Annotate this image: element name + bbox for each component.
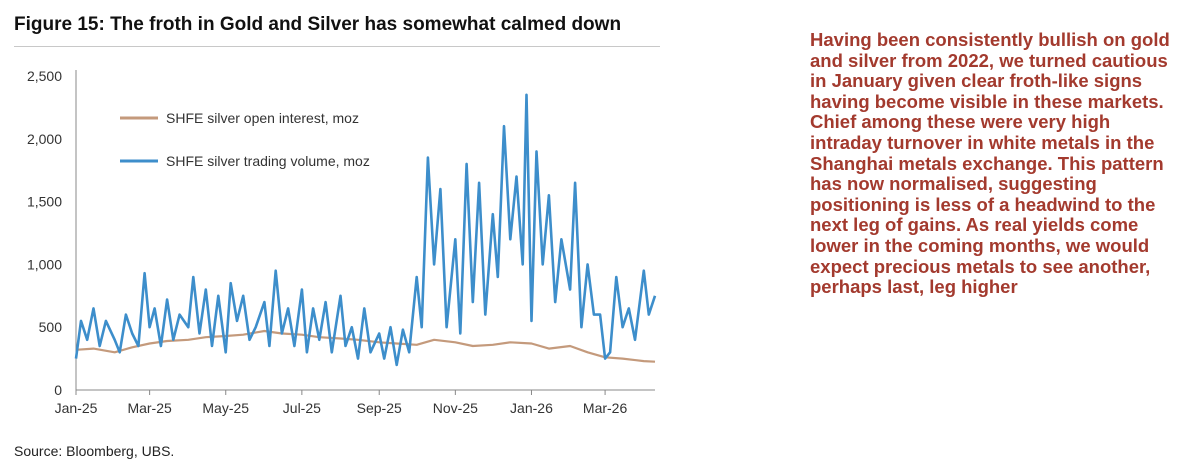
x-tick-label: Jan-25	[55, 400, 98, 416]
x-tick-label: May-25	[202, 400, 249, 416]
chart-legend: SHFE silver open interest, moz SHFE silve…	[120, 110, 370, 169]
series-layer	[74, 93, 657, 367]
x-tick-label: Jul-25	[283, 400, 321, 416]
legend-item-open-interest-label: SHFE silver open interest, moz	[166, 110, 359, 126]
x-tick-label: Jan-26	[510, 400, 553, 416]
series-line-trading-volume	[74, 93, 657, 367]
line-chart: 0 500 1,000 1,500 2,000 2,500 Jan-25 Mar-25 May…	[27, 68, 657, 416]
commentary-text: Having been consistently bullish on gold…	[810, 29, 1170, 298]
x-tick-label: Mar-25	[127, 400, 172, 416]
y-axis: 0 500 1,000 1,500 2,000 2,500	[27, 68, 77, 398]
source-note: Source: Bloomberg, UBS.	[14, 443, 175, 459]
y-tick-label: 1,500	[27, 194, 62, 210]
legend-item-trading-volume-label: SHFE silver trading volume, moz	[166, 153, 370, 169]
y-tick-label: 1,000	[27, 256, 62, 272]
y-tick-label: 500	[39, 319, 63, 335]
x-tick-label: Nov-25	[433, 400, 478, 416]
x-tick-label: Sep-25	[357, 400, 402, 416]
x-tick-label: Mar-26	[583, 400, 628, 416]
y-tick-label: 2,500	[27, 68, 62, 84]
y-tick-label: 0	[54, 382, 62, 398]
title-divider	[14, 46, 660, 47]
figure-title: Figure 15: The froth in Gold and Silver …	[14, 14, 622, 35]
x-axis: Jan-25 Mar-25 May-25 Jul-25 Sep-25 Nov-25 Jan-…	[55, 389, 655, 416]
y-tick-label: 2,000	[27, 131, 62, 147]
